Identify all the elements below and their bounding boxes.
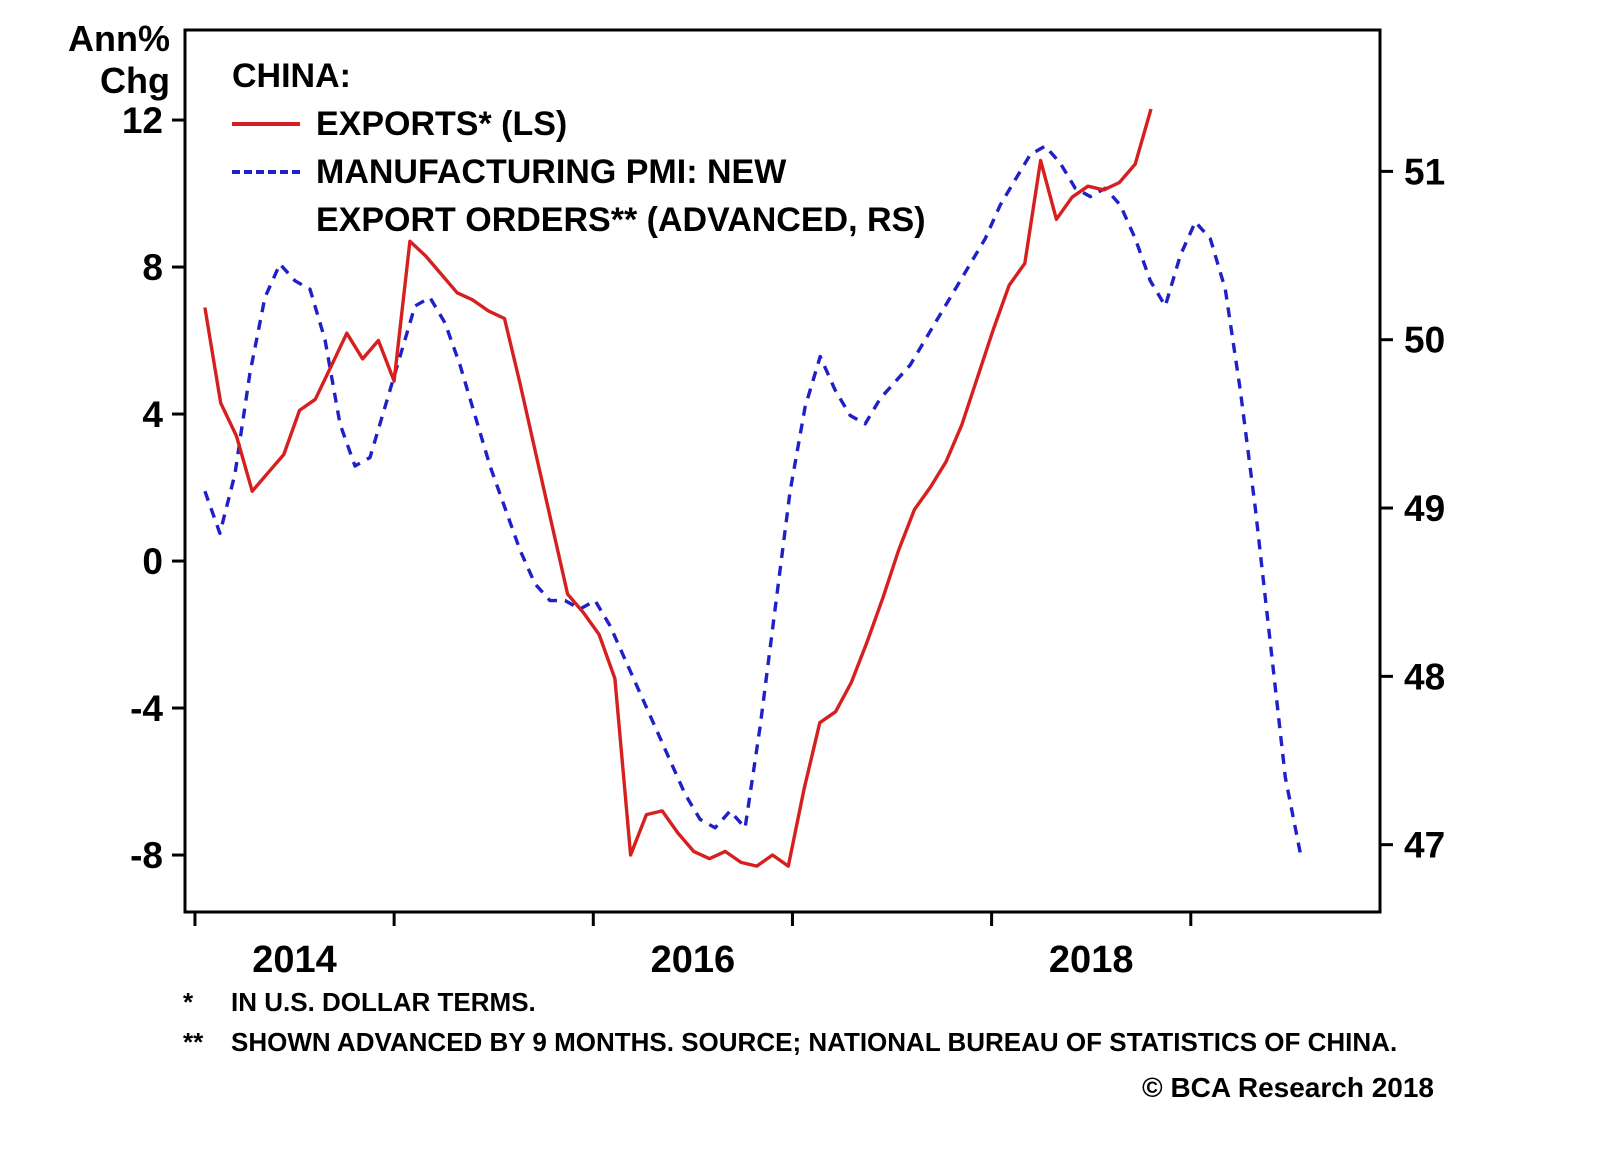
footnote-2-text: SHOWN ADVANCED BY 9 MONTHS. SOURCE; NATI…: [231, 1027, 1398, 1057]
legend-title: CHINA:: [232, 56, 351, 95]
exports-line: [203, 108, 1153, 868]
legend-pmi-row-2: EXPORT ORDERS** (ADVANCED, RS): [232, 196, 926, 244]
chart-footnotes: * IN U.S. DOLLAR TERMS. ** SHOWN ADVANCE…: [183, 982, 1397, 1062]
y-left-tick-label: 8: [142, 247, 163, 288]
y-left-tick-label: -8: [130, 835, 163, 876]
plot-frame: [183, 28, 1382, 914]
y-right-tick-label: 49: [1404, 488, 1445, 529]
y-left-axis-unit-label: Ann% Chg: [36, 18, 170, 102]
legend-title-row: CHINA:: [232, 52, 926, 100]
exports-line-sample: [232, 122, 300, 126]
x-axis-year-label: 2018: [1049, 939, 1134, 981]
y-right-tick-label: 51: [1404, 151, 1445, 192]
footnote-2: ** SHOWN ADVANCED BY 9 MONTHS. SOURCE; N…: [183, 1022, 1397, 1062]
footnote-2-marker: **: [183, 1027, 204, 1057]
y-left-axis-unit-line2: Chg: [100, 60, 170, 101]
x-axis-year-label: 2016: [651, 939, 736, 981]
y-right-tick-label: 50: [1404, 320, 1445, 361]
legend-pmi-row-1: MANUFACTURING PMI: NEW: [232, 148, 926, 196]
legend-exports-row: EXPORTS* (LS): [232, 100, 926, 148]
y-right-tick-label: 47: [1404, 825, 1445, 866]
y-right-tick-label: 48: [1404, 656, 1445, 697]
chart-legend: CHINA: EXPORTS* (LS) MANUFACTURING PMI: …: [232, 52, 926, 244]
footnote-1: * IN U.S. DOLLAR TERMS.: [183, 982, 1397, 1022]
y-left-axis-unit-line1: Ann%: [68, 18, 170, 59]
legend-pmi-label-line2: EXPORT ORDERS** (ADVANCED, RS): [316, 200, 926, 239]
y-left-tick-label: 4: [142, 394, 163, 435]
legend-exports-label: EXPORTS* (LS): [316, 104, 568, 143]
footnote-1-text: IN U.S. DOLLAR TERMS.: [231, 987, 536, 1017]
legend-pmi-label-line1: MANUFACTURING PMI: NEW: [316, 152, 787, 191]
pmi-line: [203, 144, 1302, 854]
y-left-tick-label: 12: [122, 100, 163, 141]
y-left-tick-label: 0: [142, 541, 163, 582]
footnote-1-marker: *: [183, 987, 194, 1017]
copyright-text: © BCA Research 2018: [1142, 1072, 1434, 1103]
y-left-tick-label: -4: [130, 688, 163, 729]
x-axis-year-label: 2014: [252, 939, 337, 981]
pmi-line-sample: [232, 170, 300, 174]
